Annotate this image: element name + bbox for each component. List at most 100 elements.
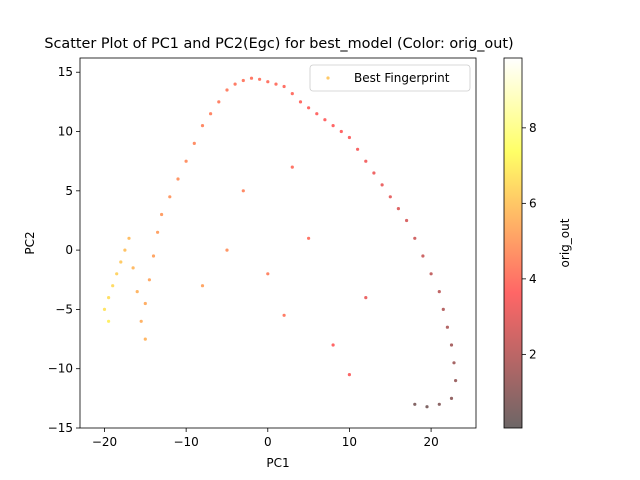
data-point (425, 405, 429, 409)
colorbar: 2 4 6 8 orig_out (503, 57, 572, 429)
legend: Best Fingerprint (309, 64, 471, 92)
data-point (388, 195, 392, 199)
data-point (290, 165, 294, 169)
data-point (307, 106, 311, 110)
x-tick-label: 0 (264, 435, 272, 449)
colorbar-frame (503, 57, 523, 429)
data-point (135, 290, 139, 294)
data-point (176, 177, 180, 181)
data-point (102, 307, 107, 311)
data-point (209, 112, 213, 116)
data-point (225, 248, 229, 252)
data-point (339, 129, 343, 134)
y-tick-label: −10 (48, 362, 73, 376)
data-point (437, 402, 441, 406)
data-point (131, 266, 135, 270)
data-point (233, 82, 237, 86)
data-point (380, 183, 384, 187)
data-point (266, 80, 270, 84)
colorbar-gradient (504, 58, 522, 428)
legend-label: Best Fingerprint (354, 71, 450, 85)
data-point (290, 92, 294, 96)
y-tick-label: 10 (58, 125, 73, 139)
data-point (364, 159, 368, 163)
data-point (147, 278, 151, 282)
data-point (437, 290, 441, 294)
data-point (274, 82, 278, 86)
data-point (107, 296, 111, 300)
colorbar-tick-label: 6 (529, 196, 537, 210)
data-point (282, 313, 286, 317)
y-tick-label: 5 (65, 184, 73, 198)
data-point (111, 284, 115, 288)
data-point (405, 218, 409, 223)
data-point (139, 319, 143, 323)
data-point (107, 319, 111, 323)
x-axis-label: PC1 (266, 456, 289, 470)
data-point (298, 100, 303, 104)
x-tick-label: −10 (173, 435, 198, 449)
data-point (241, 78, 245, 83)
x-axis-ticks: −20 −10 0 10 20 (92, 428, 439, 449)
data-point (143, 337, 147, 341)
colorbar-label: orig_out (558, 218, 572, 267)
x-tick-label: 20 (423, 435, 438, 449)
colorbar-tick-label: 4 (529, 272, 537, 286)
data-point (331, 343, 335, 347)
chart-title: Scatter Plot of PC1 and PC2(Egc) for bes… (44, 36, 513, 52)
data-point (143, 301, 147, 306)
data-point (449, 396, 454, 400)
data-point (429, 272, 433, 276)
colorbar-tick-label: 8 (529, 121, 537, 135)
data-point (315, 112, 319, 116)
data-point (413, 402, 417, 406)
data-point (168, 195, 172, 199)
data-point (356, 147, 360, 151)
data-point (449, 343, 454, 347)
y-axis-label: PC2 (23, 231, 37, 254)
data-point (200, 124, 205, 128)
data-point (452, 361, 456, 365)
data-point (192, 141, 196, 145)
data-point (413, 236, 417, 240)
data-point (372, 171, 376, 175)
data-point (115, 272, 119, 276)
colorbar-ticks: 2 4 6 8 (522, 121, 537, 361)
y-tick-label: −15 (48, 421, 73, 435)
data-point (347, 135, 351, 140)
data-point (160, 212, 164, 217)
data-point (184, 159, 188, 163)
data-point (347, 373, 351, 377)
data-point (331, 124, 335, 128)
data-point (441, 307, 445, 311)
x-tick-label: 10 (342, 435, 357, 449)
data-point (364, 296, 368, 300)
y-tick-label: −5 (55, 302, 73, 316)
data-point (119, 260, 123, 264)
data-point (249, 76, 254, 80)
data-point (217, 100, 221, 104)
data-point (323, 118, 327, 122)
data-point (258, 77, 262, 81)
legend-box (309, 64, 471, 92)
colorbar-tick-label: 2 (529, 347, 537, 361)
data-point (151, 254, 156, 258)
scatter-points (102, 76, 458, 409)
y-axis-ticks: −15 −10 −5 0 5 10 15 (48, 65, 80, 435)
data-point (307, 236, 311, 240)
y-tick-label: 0 (65, 243, 73, 257)
data-point (266, 272, 270, 276)
data-point (123, 248, 127, 252)
data-point (454, 379, 458, 383)
data-point (156, 230, 160, 234)
data-point (445, 325, 449, 329)
data-point (282, 84, 286, 89)
data-point (396, 207, 400, 211)
x-tick-label: −20 (92, 435, 117, 449)
data-point (127, 236, 131, 240)
data-point (200, 284, 205, 288)
data-point (225, 88, 229, 92)
data-point (421, 254, 425, 258)
y-tick-label: 15 (58, 65, 73, 79)
